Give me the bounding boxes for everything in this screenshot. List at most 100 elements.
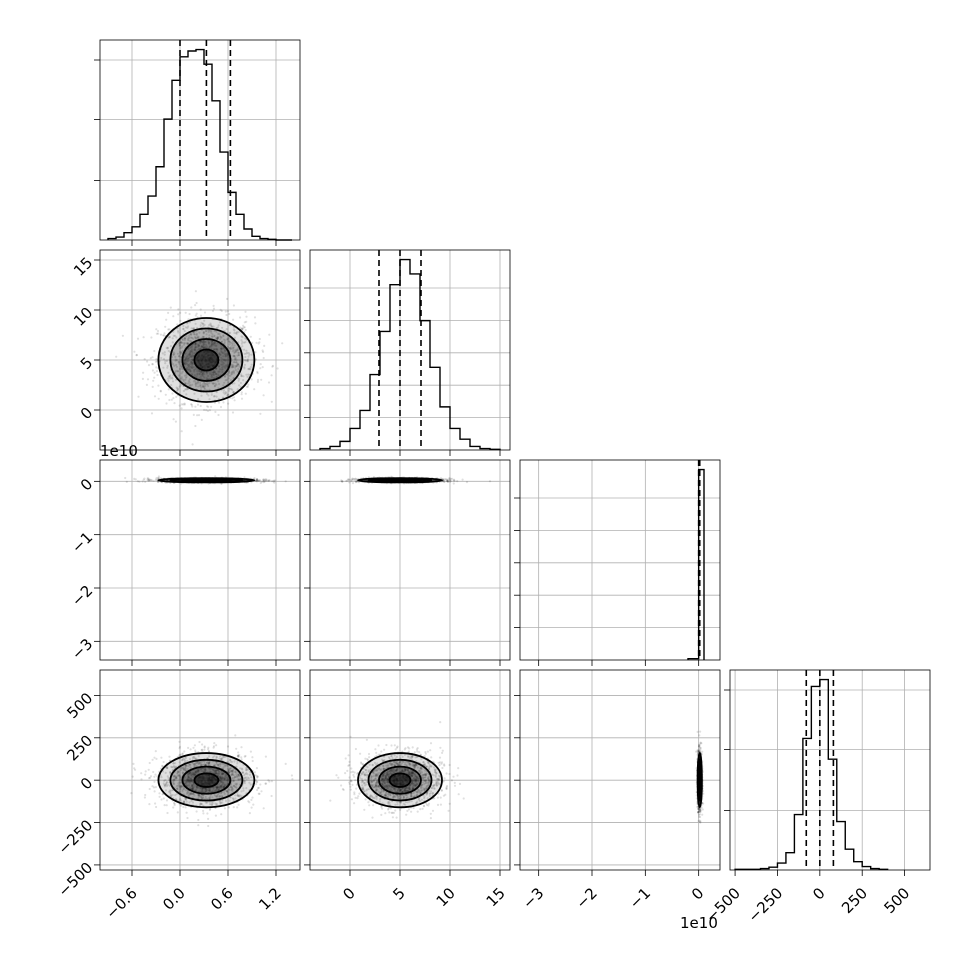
panel-1-0-point (149, 357, 152, 360)
panel-1-0-point (227, 347, 231, 350)
panel-1-0-point (202, 385, 205, 388)
panel-1-0-point (189, 360, 193, 363)
panel-3-0-point (140, 778, 143, 781)
panel-1-0-point (243, 366, 246, 369)
panel-1-0-point (276, 367, 279, 370)
panel-1-0-point (182, 403, 185, 406)
panel-2-0-point (273, 481, 276, 484)
panel-1-0-point (164, 325, 167, 328)
panel-1-0-point (211, 343, 214, 346)
panel-1-0-point (160, 356, 163, 360)
panel-1-0-point (203, 386, 206, 389)
panel-1-0-point (188, 353, 191, 356)
panel-1-0-point (201, 353, 204, 356)
panel-1-0-point (180, 364, 183, 368)
panel-3-0-point (227, 806, 230, 809)
panel-1-0-point (169, 306, 172, 309)
panel-1-0-point (213, 385, 216, 388)
panel-1-0-point (230, 363, 233, 366)
panel-1-0-point (281, 342, 284, 345)
panel-1-0-point (213, 364, 216, 367)
panel-1-0-point (233, 355, 236, 358)
panel-1-0-point (198, 362, 202, 365)
panel-1-0-point (204, 346, 207, 349)
panel-1-0-point (256, 380, 259, 383)
panel-1-0-point (203, 319, 206, 322)
panel-1-0-point (197, 336, 200, 339)
panel-3-2-grid (520, 670, 720, 870)
panel-1-0-point (207, 331, 210, 334)
panel-3-0-point (214, 814, 217, 817)
panel-2-1-grid (310, 460, 510, 660)
panel-1-0-point (195, 332, 198, 335)
panel-1-0-point (179, 353, 182, 356)
panel-1-0-point (135, 354, 138, 357)
panel-1-0-point (207, 351, 210, 354)
panel-1-0-point (231, 347, 234, 350)
panel-1-0-point (196, 356, 199, 359)
panel-1-0-point (170, 398, 173, 401)
panel-1-0-point (198, 385, 201, 388)
panel-1-0-point (221, 358, 224, 361)
panel-1-0-point (187, 357, 191, 360)
panel-1-0-point (250, 378, 253, 381)
panel-1-0-point (212, 353, 215, 356)
panel-1-0-point (186, 360, 189, 363)
panel-2-0-point (267, 479, 270, 482)
panel-1-0-point (259, 363, 262, 366)
panel-1-0-point (231, 366, 234, 369)
panel-1-0-point (227, 372, 230, 375)
panel-1-0-point (217, 336, 220, 339)
panel-1-0-point (215, 372, 218, 376)
panel-1-0-point (225, 313, 228, 317)
panel-1-0-point (200, 386, 203, 389)
panel-1-0-point (199, 357, 202, 360)
panel-1-0-point (221, 361, 224, 364)
panel-2-0-point (256, 478, 259, 481)
panel-1-0-point (227, 381, 230, 384)
panel-1-0-point (247, 383, 250, 386)
panel-1-0-point (159, 333, 162, 336)
panel-1-0-point (156, 329, 160, 333)
panel-1-0-point (170, 384, 173, 387)
panel-1-0-point (180, 430, 183, 433)
panel-1-0-point (212, 307, 216, 310)
panel-1-0-point (241, 340, 244, 344)
panel-1-0-point (234, 366, 237, 369)
panel-1-0-point (178, 385, 181, 388)
panel-1-0-point (246, 360, 249, 363)
panel-1-0-point (135, 353, 138, 357)
panel-1-0-point (190, 306, 193, 309)
panel-2-1-point (341, 480, 344, 483)
panel-3-0-point (223, 807, 226, 810)
panel-1-0-point (200, 340, 203, 343)
panel-1-0-point (194, 349, 197, 352)
panel-3-0-point (213, 742, 216, 745)
panel-1-0-point (236, 349, 239, 352)
panel-1-0-point (219, 405, 223, 409)
panel-1-0-point (244, 392, 247, 395)
panel-1-0-point (190, 403, 193, 406)
panel-1-0-point (241, 327, 244, 330)
panel-1-0-point (225, 365, 228, 368)
panel-2-0-point (262, 478, 265, 482)
panel-1-0-point (262, 356, 265, 360)
panel-1-0-point (180, 377, 183, 380)
panel-1-0-point (203, 353, 206, 356)
panel-1-0-point (155, 332, 158, 335)
panel-1-0-point (205, 392, 209, 395)
panel-1-0-point (213, 334, 216, 337)
panel-1-0-point (200, 359, 203, 362)
panel-1-0-point (161, 352, 164, 355)
panel-2-1-point (452, 482, 455, 485)
panel-1-0-point (189, 355, 192, 358)
panel-1-0-point (203, 385, 206, 388)
panel-1-0-point (121, 334, 124, 337)
panel-1-0-point (200, 394, 203, 397)
panel-1-0-point (237, 367, 240, 371)
panel-1-0-point (230, 341, 233, 344)
panel-1-0-point (179, 319, 182, 322)
panel-1-0-point (189, 351, 192, 354)
panel-1-0-point (173, 352, 176, 355)
panel-1-0-point (215, 347, 218, 350)
